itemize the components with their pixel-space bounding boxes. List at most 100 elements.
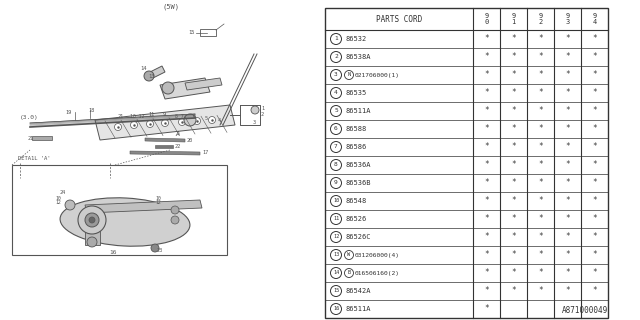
Text: *: * [484, 268, 489, 277]
Polygon shape [145, 138, 185, 142]
Text: 8: 8 [334, 163, 338, 167]
Text: 4: 4 [334, 91, 338, 95]
Text: 031206000(4): 031206000(4) [355, 252, 400, 258]
Text: *: * [484, 124, 489, 133]
Text: *: * [565, 161, 570, 170]
Text: *: * [484, 142, 489, 151]
Text: *: * [511, 233, 516, 242]
Text: 10: 10 [155, 196, 161, 201]
Text: 16: 16 [333, 307, 339, 311]
Text: 86588: 86588 [346, 126, 367, 132]
Bar [12, 165, 227, 255]
Polygon shape [32, 136, 52, 140]
Text: 15: 15 [188, 30, 195, 36]
Text: DETA1L 'A': DETA1L 'A' [18, 156, 51, 161]
Text: *: * [538, 142, 543, 151]
Text: *: * [484, 305, 489, 314]
Ellipse shape [60, 198, 190, 246]
Text: 016506160(2): 016506160(2) [355, 270, 400, 276]
Text: *: * [484, 52, 489, 61]
Text: *: * [565, 196, 570, 205]
Text: 2: 2 [334, 54, 338, 60]
Text: (3.0): (3.0) [20, 116, 39, 121]
Text: 21: 21 [28, 135, 35, 140]
Text: 1: 1 [334, 36, 338, 42]
Text: 86526: 86526 [346, 216, 367, 222]
Text: *: * [484, 107, 489, 116]
Text: *: * [538, 251, 543, 260]
Text: *: * [484, 35, 489, 44]
Text: *: * [538, 70, 543, 79]
Text: 20: 20 [187, 138, 193, 142]
Text: *: * [484, 70, 489, 79]
Text: 6: 6 [334, 126, 338, 132]
Circle shape [171, 216, 179, 224]
Text: 15: 15 [333, 289, 339, 293]
Text: N: N [348, 73, 351, 77]
Circle shape [144, 71, 154, 81]
Text: *: * [565, 70, 570, 79]
Polygon shape [95, 105, 235, 140]
Circle shape [193, 117, 200, 124]
Text: 86536A: 86536A [346, 162, 371, 168]
Text: 10 12: 10 12 [130, 114, 145, 118]
Text: W: W [348, 252, 351, 258]
Circle shape [151, 244, 159, 252]
Circle shape [115, 124, 122, 131]
Text: *: * [538, 35, 543, 44]
Text: 9
1: 9 1 [511, 13, 516, 25]
Text: *: * [538, 107, 543, 116]
Text: *: * [592, 35, 597, 44]
Text: A: A [175, 131, 179, 137]
Text: B: B [348, 270, 351, 276]
Text: *: * [592, 107, 597, 116]
Text: *: * [538, 124, 543, 133]
Text: 5: 5 [205, 116, 208, 122]
Text: 86542A: 86542A [346, 288, 371, 294]
Text: 7: 7 [334, 145, 338, 149]
Text: *: * [511, 35, 516, 44]
Polygon shape [85, 200, 202, 213]
Text: *: * [484, 214, 489, 223]
Text: *: * [565, 179, 570, 188]
Text: 9
0: 9 0 [484, 13, 488, 25]
Polygon shape [160, 78, 210, 99]
Text: *: * [592, 268, 597, 277]
Polygon shape [130, 151, 200, 155]
Text: *: * [511, 196, 516, 205]
Text: *: * [511, 251, 516, 260]
Text: 13: 13 [333, 252, 339, 258]
Text: *: * [592, 179, 597, 188]
Text: 86511A: 86511A [346, 108, 371, 114]
Text: 10: 10 [333, 198, 339, 204]
Text: *: * [511, 124, 516, 133]
Text: *: * [565, 233, 570, 242]
Text: *: * [511, 214, 516, 223]
Text: 13: 13 [148, 74, 154, 78]
Text: A871000049: A871000049 [562, 306, 608, 315]
Text: 1: 1 [261, 106, 264, 110]
Circle shape [131, 122, 138, 129]
Text: *: * [484, 196, 489, 205]
Text: *: * [565, 52, 570, 61]
Text: *: * [484, 251, 489, 260]
Text: *: * [484, 286, 489, 295]
Text: *: * [538, 89, 543, 98]
Text: *: * [538, 52, 543, 61]
Text: 2: 2 [261, 113, 264, 117]
Text: *: * [592, 161, 597, 170]
Text: *: * [592, 233, 597, 242]
Text: 8 7: 8 7 [175, 114, 184, 118]
Text: *: * [538, 179, 543, 188]
Text: *: * [511, 286, 516, 295]
Text: *: * [538, 196, 543, 205]
Polygon shape [85, 208, 100, 245]
Text: *: * [484, 89, 489, 98]
Text: *: * [511, 107, 516, 116]
Text: 19: 19 [65, 110, 71, 116]
Text: *: * [511, 179, 516, 188]
Text: *: * [565, 89, 570, 98]
Text: 12: 12 [55, 201, 61, 205]
Text: *: * [565, 268, 570, 277]
Text: 86548: 86548 [346, 198, 367, 204]
